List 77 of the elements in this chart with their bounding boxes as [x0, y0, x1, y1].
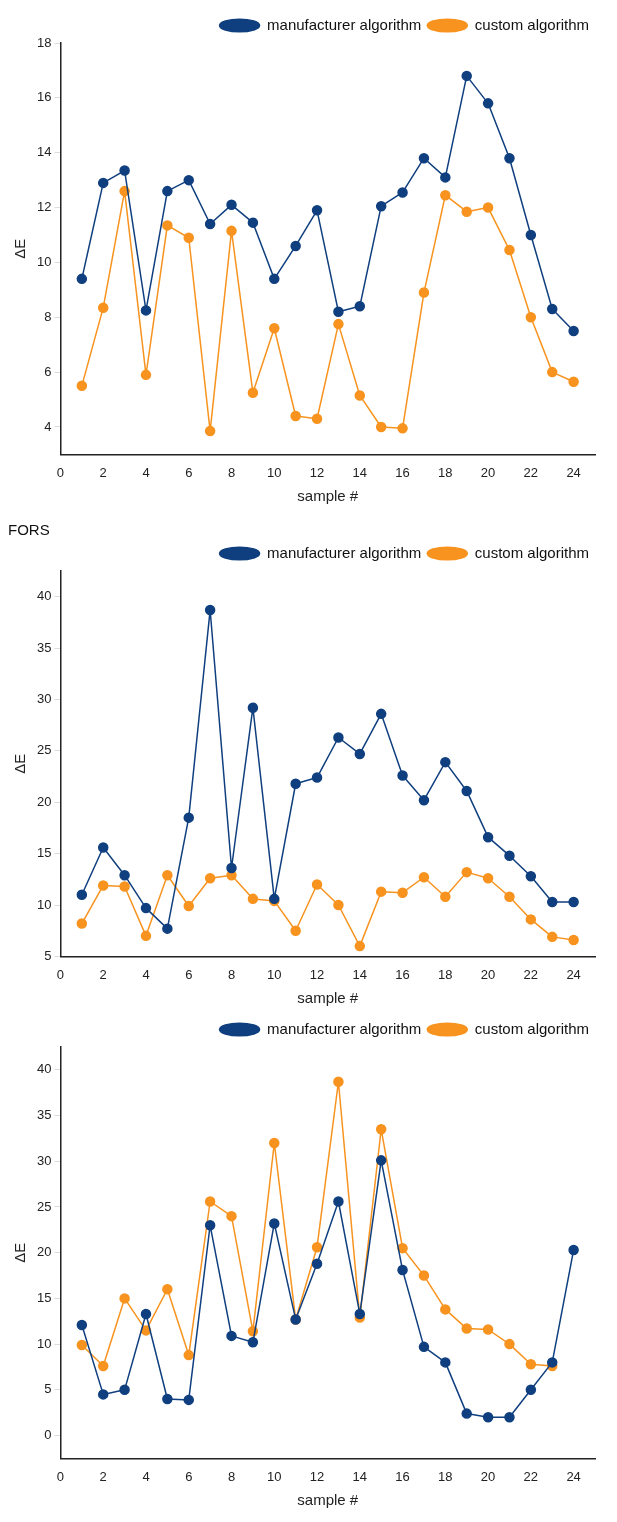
x-tick-label: 24	[566, 464, 581, 480]
x-tick-label: 10	[267, 1468, 282, 1484]
y-tick-label: 12	[36, 199, 52, 215]
x-tick-label: 8	[227, 966, 236, 982]
x-tick-label: 24	[566, 1468, 581, 1484]
x-tick-label: 2	[99, 966, 107, 982]
x-tick-label: 22	[523, 464, 539, 480]
legend-label: custom algorithm	[474, 543, 590, 561]
x-tick-label: 2	[99, 464, 107, 480]
x-tick-label: 4	[142, 1468, 150, 1484]
x-tick-label: 16	[395, 966, 410, 982]
y-tick-label: 15	[36, 845, 52, 861]
x-tick-label: 18	[438, 1468, 453, 1484]
y-tick-label: 35	[36, 639, 52, 655]
x-tick-label: 14	[352, 464, 368, 480]
y-tick-label: 4	[44, 418, 52, 434]
x-tick-label: 12	[309, 966, 325, 982]
x-tick-label: 8	[227, 464, 236, 480]
y-tick-label: 10	[36, 253, 52, 269]
legend-label: manufacturer algorithm	[267, 1019, 422, 1037]
y-tick-label: 35	[36, 1107, 52, 1123]
x-tick-label: 18	[438, 966, 453, 982]
x-tick-label: 18	[438, 464, 453, 480]
x-tick-label: 20	[480, 966, 496, 982]
x-axis-title: sample #	[297, 989, 359, 1007]
x-tick-label: 0	[56, 1468, 65, 1484]
y-tick-label: 5	[44, 1381, 52, 1397]
y-tick-label: 20	[36, 793, 52, 809]
y-tick-label: 25	[36, 742, 52, 758]
x-tick-label: 24	[566, 966, 581, 982]
y-axis-title: ΔE	[11, 753, 29, 774]
y-tick-label: 40	[36, 588, 52, 604]
x-tick-label: 8	[227, 1468, 236, 1484]
y-tick-label: 30	[36, 1152, 52, 1168]
x-tick-label: 16	[395, 1468, 410, 1484]
x-tick-label: 4	[142, 966, 150, 982]
x-axis-title: sample #	[297, 487, 359, 505]
x-tick-label: 14	[352, 1468, 368, 1484]
x-tick-label: 0	[56, 966, 65, 982]
x-tick-label: 20	[480, 1468, 496, 1484]
x-tick-label: 6	[185, 966, 193, 982]
x-tick-label: 14	[352, 966, 368, 982]
y-tick-label: 10	[36, 1335, 52, 1351]
y-tick-label: 40	[36, 1061, 52, 1077]
y-tick-label: 15	[36, 1289, 52, 1305]
x-axis-title: sample #	[297, 1491, 359, 1509]
legend-label: manufacturer algorithm	[267, 543, 422, 561]
y-tick-label: 20	[36, 1244, 52, 1260]
y-tick-label: 30	[36, 691, 52, 707]
x-tick-label: 6	[185, 1468, 193, 1484]
y-tick-label: 8	[44, 308, 52, 324]
y-axis-title: ΔE	[11, 238, 29, 259]
chart-title: FORS	[8, 521, 50, 539]
x-tick-label: 20	[480, 464, 496, 480]
x-tick-label: 16	[395, 464, 410, 480]
x-tick-label: 12	[309, 464, 325, 480]
y-tick-label: 5	[44, 947, 52, 963]
x-tick-label: 22	[523, 966, 539, 982]
y-axis-title: ΔE	[11, 1242, 29, 1263]
legend-label: custom algorithm	[474, 15, 590, 33]
y-tick-label: 6	[44, 363, 52, 379]
x-tick-label: 10	[267, 966, 282, 982]
x-tick-label: 12	[309, 1468, 325, 1484]
x-tick-label: 22	[523, 1468, 539, 1484]
x-tick-label: 0	[56, 464, 65, 480]
y-tick-label: 25	[36, 1198, 52, 1214]
y-tick-label: 14	[36, 144, 52, 160]
y-tick-label: 10	[36, 896, 52, 912]
legend-label: manufacturer algorithm	[267, 15, 422, 33]
x-tick-label: 10	[267, 464, 282, 480]
x-tick-label: 6	[185, 464, 193, 480]
y-tick-label: 0	[44, 1427, 52, 1443]
x-tick-label: 4	[142, 464, 150, 480]
x-tick-label: 2	[99, 1468, 107, 1484]
legend-label: custom algorithm	[474, 1019, 590, 1037]
y-tick-label: 16	[36, 89, 52, 105]
y-tick-label: 18	[36, 34, 52, 50]
